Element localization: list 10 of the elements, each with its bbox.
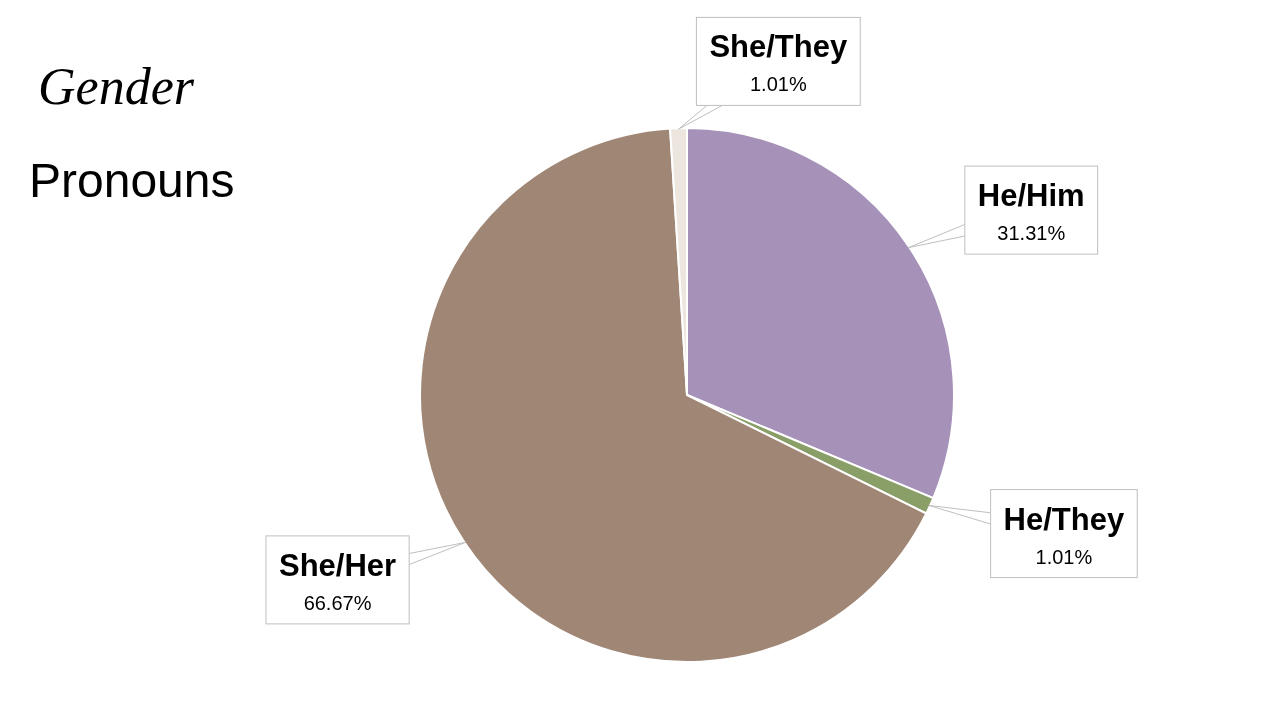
data-label: 1.01% [1035,545,1093,568]
text: Gender [38,58,195,115]
slice-label: He/They [1003,501,1125,537]
data-label: 1.01% [749,73,807,96]
slice-label: He/Him [977,178,1085,214]
slice-label: She/Her [278,547,397,583]
data-label: 66.67% [303,591,372,614]
text: Pronouns [29,154,235,207]
data-label: 31.31% [997,222,1066,245]
slice-label: She/They [709,29,848,65]
